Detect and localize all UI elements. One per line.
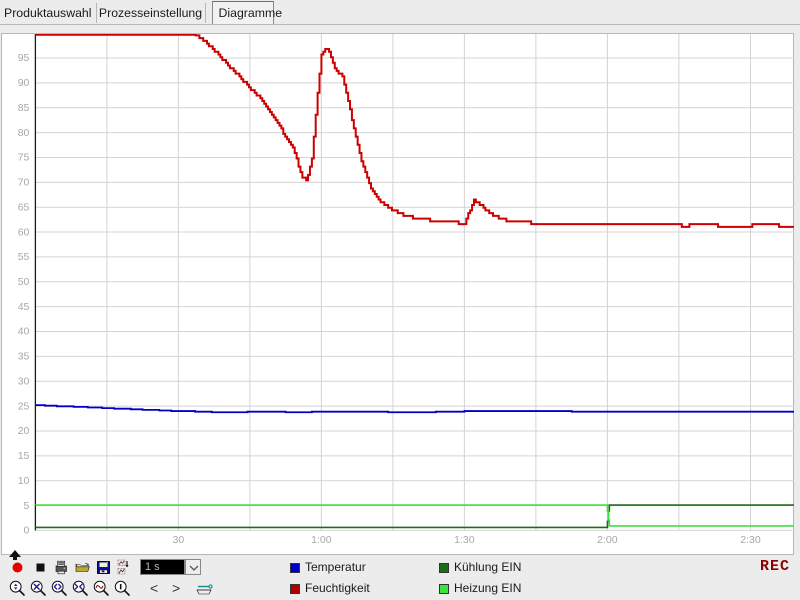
svg-text:90: 90	[18, 77, 30, 89]
svg-text:70: 70	[18, 177, 30, 189]
svg-text:35: 35	[18, 351, 30, 363]
svg-text:10: 10	[18, 475, 30, 487]
svg-text:2:00: 2:00	[597, 534, 618, 546]
svg-text:80: 80	[18, 127, 30, 139]
svg-text:15: 15	[18, 450, 30, 462]
svg-text:25: 25	[18, 400, 30, 412]
svg-text:20: 20	[18, 425, 30, 437]
svg-text:1:30: 1:30	[454, 534, 475, 546]
svg-text:0: 0	[24, 525, 30, 537]
svg-text:85: 85	[18, 102, 30, 114]
svg-text:65: 65	[18, 201, 30, 213]
svg-text:40: 40	[18, 326, 30, 338]
svg-text:30: 30	[173, 534, 185, 546]
svg-text:2:30: 2:30	[740, 534, 761, 546]
svg-text:75: 75	[18, 152, 30, 164]
svg-text:5: 5	[24, 500, 30, 512]
svg-text:60: 60	[18, 226, 30, 238]
svg-text:45: 45	[18, 301, 30, 313]
svg-text:50: 50	[18, 276, 30, 288]
svg-text:95: 95	[18, 52, 30, 64]
svg-text:30: 30	[18, 375, 30, 387]
svg-text:55: 55	[18, 251, 30, 263]
svg-text:1:00: 1:00	[311, 534, 332, 546]
